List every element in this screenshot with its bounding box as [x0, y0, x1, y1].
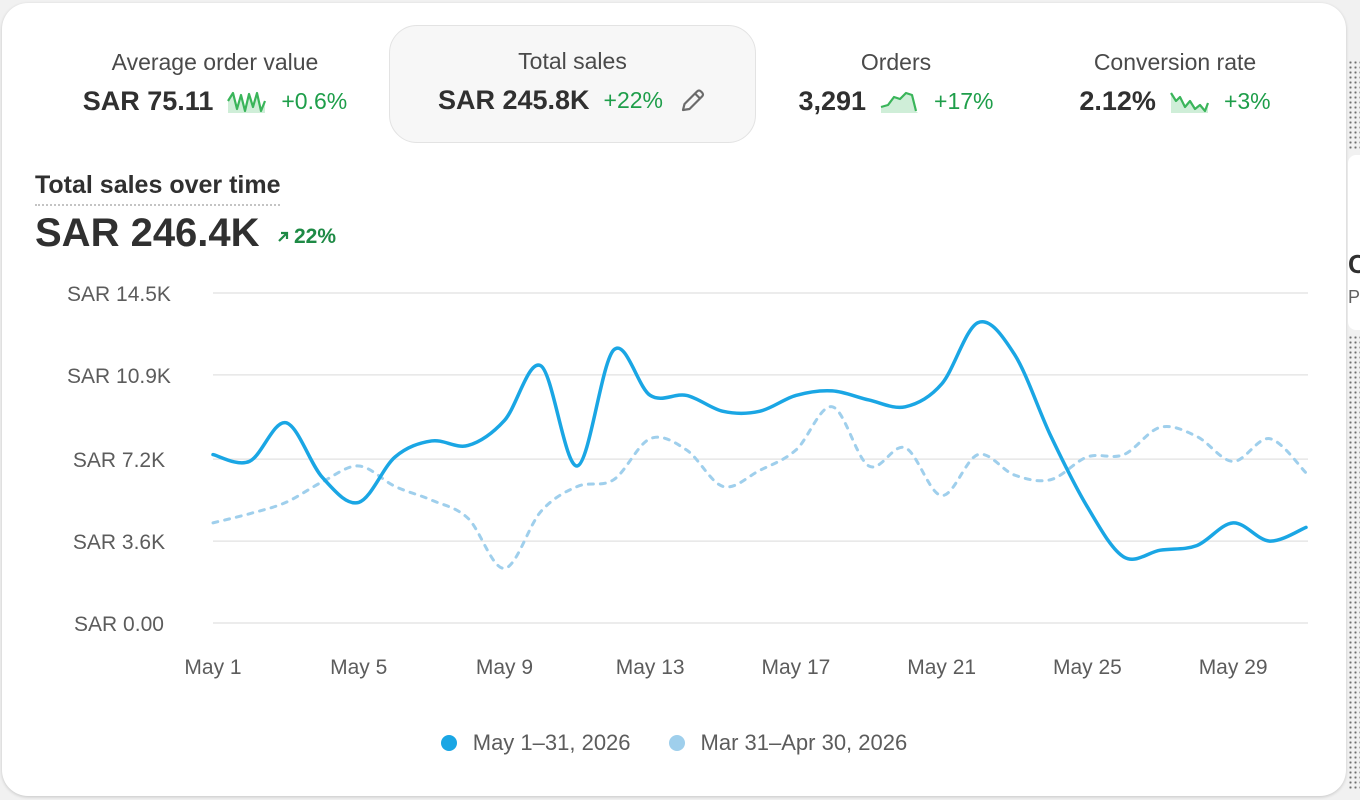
legend-item-comparison[interactable]: Mar 31–Apr 30, 2026: [668, 730, 908, 756]
x-tick-label: May 21: [907, 656, 976, 679]
x-tick-label: May 17: [761, 656, 830, 679]
y-tick-label: SAR 0.00: [74, 613, 164, 636]
pencil-icon[interactable]: [677, 86, 707, 116]
adjacent-card-subtitle: Pa: [1348, 287, 1360, 307]
chart-delta-badge: 22%: [276, 225, 336, 249]
metric-delta: +22%: [603, 87, 664, 113]
y-tick-label: SAR 10.9K: [67, 365, 171, 388]
background-pattern: [1348, 335, 1360, 790]
sparkline-icon: [227, 91, 267, 113]
background-pattern: [1348, 60, 1360, 150]
metric-average-order-value[interactable]: Average order value SAR 75.11 +0.6%: [62, 25, 368, 143]
y-tick-label: SAR 3.6K: [73, 531, 165, 554]
x-tick-label: May 29: [1199, 656, 1268, 679]
adjacent-card-title: C: [1348, 249, 1360, 279]
metric-delta: +0.6%: [281, 88, 348, 114]
metric-value: SAR 245.8K: [437, 85, 590, 115]
x-tick-label: May 13: [616, 656, 685, 679]
legend-dot-comparison: [668, 735, 685, 751]
metric-delta: +17%: [934, 88, 994, 114]
chart-title[interactable]: Total sales over time: [35, 171, 281, 206]
metric-value: 3,291: [798, 86, 867, 116]
y-tick-label: SAR 7.2K: [73, 449, 165, 472]
x-tick-label: May 1: [184, 656, 241, 679]
metric-conversion-rate[interactable]: Conversion rate 2.12% +3%: [1042, 25, 1308, 143]
x-tick-label: May 5: [330, 656, 387, 679]
series-line-comparison: [211, 405, 1308, 570]
chart-delta-value: 22%: [294, 225, 337, 248]
legend-item-current[interactable]: May 1–31, 2026: [440, 730, 631, 756]
y-tick-label: SAR 14.5K: [67, 283, 171, 306]
sales-overview-card: Average order value SAR 75.11 +0.6% Tota…: [2, 3, 1346, 796]
metric-value: 2.12%: [1079, 86, 1156, 116]
adjacent-card-peek: C Pa: [1348, 155, 1360, 330]
legend-dot-current: [440, 735, 457, 751]
x-tick-label: May 25: [1053, 656, 1122, 679]
arrow-up-right-icon: [278, 231, 289, 242]
x-tick-label: May 9: [476, 656, 533, 679]
metric-label: Total sales: [518, 48, 627, 74]
legend-label-current: May 1–31, 2026: [472, 730, 631, 755]
metric-delta: +3%: [1223, 88, 1271, 114]
sparkline-icon: [1170, 91, 1209, 113]
sparkline-icon: [880, 91, 919, 113]
metric-orders[interactable]: Orders 3,291 +17%: [772, 25, 1020, 143]
sales-line-chart: SAR 0.00 SAR 3.6K SAR 7.2K SAR 10.9K SAR 14.…: [67, 283, 1308, 679]
metric-label: Conversion rate: [1093, 49, 1257, 75]
metric-label: Orders: [860, 49, 932, 75]
metric-total-sales[interactable]: Total sales SAR 245.8K +22%: [389, 25, 756, 143]
chart-legend: May 1–31, 2026 Mar 31–Apr 30, 2026: [2, 730, 1346, 756]
metric-label: Average order value: [111, 49, 319, 75]
chart-total-value: SAR 246.4K: [35, 211, 260, 255]
legend-label-comparison: Mar 31–Apr 30, 2026: [700, 730, 908, 755]
metric-value: SAR 75.11: [82, 86, 214, 116]
series-line-current: [211, 320, 1308, 561]
